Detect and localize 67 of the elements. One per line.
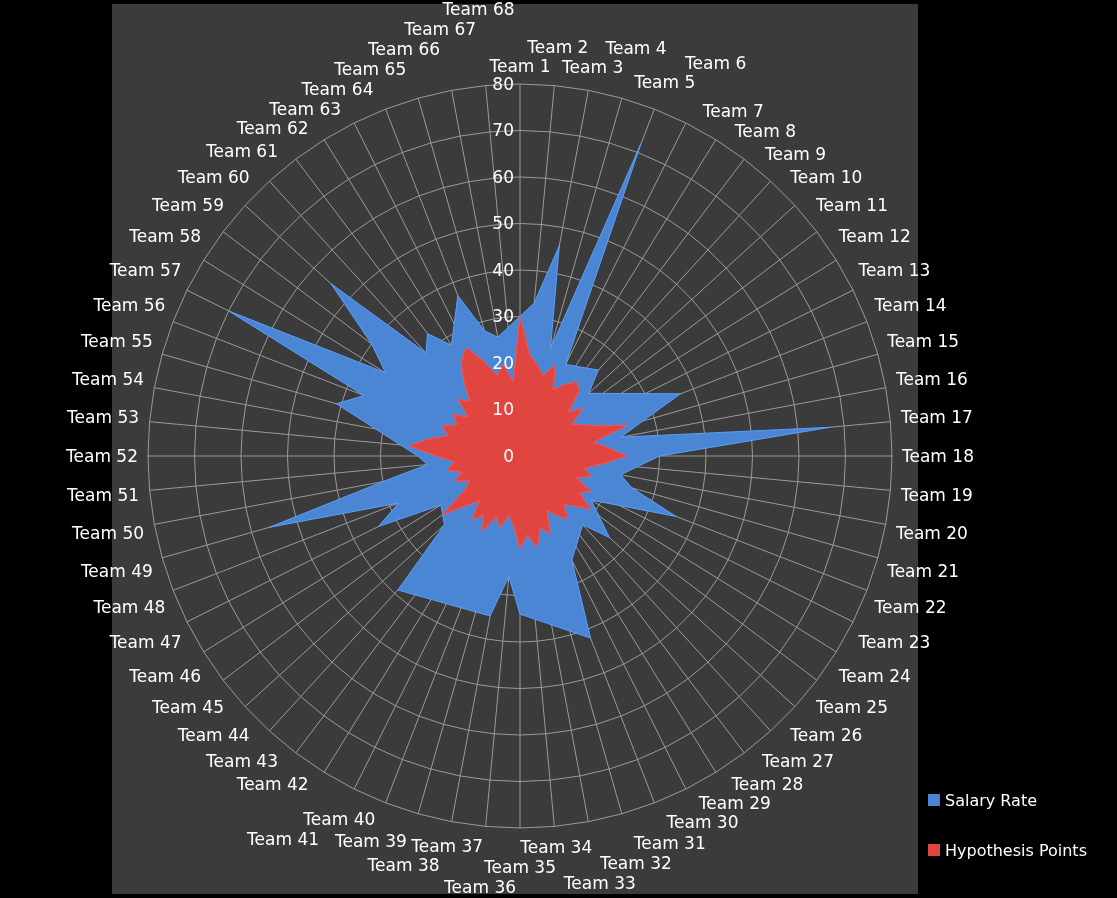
spoke-label: Team 33 [562, 872, 636, 893]
spoke-label: Team 21 [886, 560, 960, 581]
spoke-label: Team 31 [632, 832, 706, 853]
spoke-label: Team 63 [268, 99, 342, 119]
spoke-label: Team 4 [604, 38, 667, 59]
spoke-label: Team 52 [65, 445, 138, 466]
spoke-label: Team 64 [300, 79, 374, 100]
spoke-label: Team 15 [886, 331, 960, 352]
legend-label: Hypothesis Points [945, 840, 1087, 860]
spoke-label: Team 39 [333, 830, 407, 851]
spoke-label: Team 55 [79, 331, 153, 352]
spoke-label: Team 62 [235, 118, 309, 139]
spoke-label: Team 30 [665, 812, 739, 833]
spoke-label: Team 6 [684, 52, 747, 73]
spoke-label: Team 35 [483, 857, 556, 878]
y-tick-label: 70 [492, 120, 514, 141]
spoke-label: Team 54 [71, 368, 145, 389]
spoke-label: Team 44 [176, 725, 250, 746]
spoke-label: Team 19 [899, 484, 973, 505]
spoke-label: Team 60 [176, 166, 250, 187]
spoke-label: Team 2 [526, 37, 589, 58]
spoke-label: Team 18 [901, 445, 974, 466]
spoke-label: Team 68 [441, 0, 515, 19]
spoke-label: Team 43 [205, 750, 279, 771]
spoke-label: Team 25 [815, 696, 888, 717]
spoke-label: Team 23 [857, 632, 931, 653]
spoke-label: Team 59 [151, 195, 224, 216]
spoke-label: Team 22 [873, 597, 947, 618]
spoke-label: Team 66 [367, 38, 441, 59]
spoke-label: Team 53 [66, 407, 140, 428]
spoke-label: Team 48 [92, 597, 166, 618]
spoke-label: Team 65 [333, 59, 407, 80]
spoke-label: Team 28 [730, 773, 804, 794]
spoke-label: Team 14 [873, 294, 947, 315]
spoke-label: Team 16 [894, 368, 968, 389]
spoke-label: Team 27 [760, 750, 834, 771]
spoke-label: Team 26 [789, 725, 863, 746]
spoke-label: Team 8 [733, 120, 796, 141]
spoke-label: Team 38 [366, 855, 440, 876]
spoke-label: Team 7 [701, 101, 764, 122]
spoke-label: Team 45 [151, 696, 224, 717]
spoke-label: Team 51 [66, 484, 140, 505]
spoke-label: Team 40 [302, 808, 376, 829]
spoke-label: Team 12 [837, 226, 911, 247]
spoke-label: Team 41 [246, 828, 320, 849]
spoke-label: Team 49 [79, 560, 153, 581]
spoke-label: Team 3 [561, 57, 624, 78]
spoke-label: Team 32 [598, 853, 672, 874]
spoke-label: Team 42 [235, 773, 309, 794]
spoke-label: Team 37 [410, 835, 484, 856]
spoke-label: Team 50 [71, 522, 145, 543]
spoke-label: Team 56 [92, 294, 166, 315]
spoke-label: Team 47 [108, 632, 182, 653]
spoke-label: Team 11 [815, 195, 888, 216]
spoke-label: Team 29 [697, 792, 771, 813]
spoke-label: Team 17 [899, 407, 973, 428]
spoke-label: Team 13 [857, 259, 931, 280]
spoke-label: Team 58 [128, 226, 202, 247]
spoke-label: Team 24 [837, 665, 911, 686]
spoke-label: Team 57 [108, 259, 182, 280]
spoke-label: Team 36 [443, 877, 517, 898]
spoke-label: Team 20 [894, 522, 968, 543]
spoke-label: Team 5 [633, 72, 696, 93]
spoke-label: Team 67 [403, 19, 477, 40]
spoke-label: Team 34 [519, 837, 593, 858]
spoke-label: Team 46 [128, 665, 202, 686]
legend-label: Salary Rate [945, 790, 1038, 810]
